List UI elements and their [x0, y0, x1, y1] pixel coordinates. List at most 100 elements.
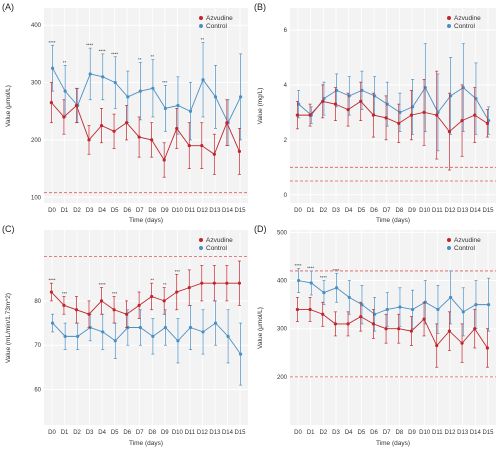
panel-c-azvudine-point — [162, 299, 166, 303]
panel-a-azvudine-point — [112, 129, 116, 133]
panel-d-x-tick-label: D1 — [307, 430, 315, 436]
panel-d-control-point — [322, 290, 326, 295]
panel-a-control-point — [239, 95, 243, 99]
panel-a-significance-label: *** — [162, 80, 168, 85]
panel-b-control-point — [487, 119, 491, 123]
panel-b-y-tick-label: 4 — [284, 83, 288, 89]
panel-a-significance-label: ** — [63, 60, 67, 65]
panel-c-azvudine-point — [74, 308, 79, 312]
panel-b-control-point — [373, 94, 377, 98]
panel-c-azvudine-point — [212, 281, 216, 285]
panel-b-legend-azvudine-marker — [447, 16, 451, 20]
panel-d-x-tick-label: D10 — [419, 430, 431, 436]
panel-a-y-axis-label: Value (μmol/L) — [5, 85, 12, 127]
panel-d-azvudine-point — [422, 317, 426, 321]
panel-b-control-point — [347, 94, 351, 98]
panel-c-legend: Azvudine Control — [199, 237, 233, 252]
panel-d-x-tick-label: D8 — [395, 430, 403, 436]
panel-a-x-tick-label: D9 — [161, 208, 169, 214]
panel-d-x-axis-label: Time (days) — [376, 440, 410, 447]
panel-d-control-line — [298, 280, 489, 315]
panel-d-azvudine-point — [359, 315, 363, 319]
panel-a-control-point — [101, 75, 105, 79]
panel-b-x-tick-label: D1 — [307, 208, 315, 214]
panel-c-y-axis-label: Value (mL/min/1.73m^2) — [5, 293, 12, 363]
panel-c-x-tick-label: D2 — [73, 430, 81, 436]
panel-c-legend-control-marker — [199, 246, 203, 250]
panel-a-azvudine-point — [237, 149, 241, 153]
panel-b-legend-control-marker — [447, 24, 451, 28]
panel-d-y-tick-label: 300 — [277, 327, 288, 333]
panel-a-x-tick-label: D12 — [197, 208, 209, 214]
panel-d-x-tick-label: D2 — [319, 430, 327, 436]
panel-c-x-axis-label: Time (days) — [129, 440, 163, 447]
panel-b-azvudine-point — [308, 113, 312, 117]
panel-d-azvudine-point — [447, 329, 451, 333]
panel-b-control-point — [423, 86, 427, 90]
panel-d-azvudine-line — [297, 308, 488, 349]
panel-b-y-tick-label: 6 — [284, 28, 288, 34]
panel-c-x-tick-label: D3 — [86, 430, 94, 436]
panel-a-x-tick-label: D1 — [61, 208, 69, 214]
panel-c-significance-label: *** — [112, 291, 118, 296]
panel-b-control-point — [436, 110, 440, 114]
panel-a-x-tick-label: D8 — [148, 208, 156, 214]
panel-a-azvudine-point — [137, 135, 141, 139]
panel-c-significance-label: ** — [151, 278, 155, 283]
panel-c-x-tick-label: D0 — [48, 430, 56, 436]
panel-a-azvudine-point — [225, 121, 229, 125]
panel-b-x-tick-label: D3 — [332, 208, 340, 214]
panel-a-control-point — [88, 72, 92, 76]
panel-b-azvudine-point — [333, 102, 337, 106]
panel-d-control-point — [449, 295, 453, 300]
panel-a-azvudine-point — [99, 123, 104, 128]
panel-c-x-tick-label: D12 — [197, 430, 209, 436]
panel-b-control-line — [298, 86, 489, 121]
panel-a-x-tick-label: D4 — [98, 208, 106, 214]
panel-a-azvudine-point — [125, 121, 129, 125]
panel-c-control-point — [176, 339, 180, 343]
panel-c-plot-area — [44, 230, 248, 425]
panel-c-control-point — [201, 330, 205, 334]
panel-a-control-point — [151, 86, 155, 90]
panel-d-legend-azvudine-marker — [447, 238, 451, 242]
panel-d-x-tick-label: D7 — [383, 430, 391, 436]
panel-d-y-tick-label: 400 — [277, 279, 288, 285]
panel-a-x-tick-label: D6 — [123, 208, 131, 214]
panel-a-significance-label: **** — [111, 51, 118, 56]
panel-b-azvudine-point — [473, 113, 477, 117]
panel-a-control-line — [52, 68, 242, 124]
panel-a-plot-area — [44, 8, 248, 203]
panel-d-control-point — [335, 286, 339, 290]
panel-a-significance-label: ** — [201, 37, 205, 42]
panel-a-x-tick-label: D11 — [185, 208, 196, 214]
panel-a-marks: *************************** — [44, 37, 248, 194]
panel-a-control-point — [188, 109, 193, 113]
panel-a-control-point — [213, 95, 218, 99]
panel-c-x-tick-label: D6 — [123, 430, 131, 436]
panel-b-x-tick-label: D5 — [357, 208, 365, 214]
panel-d-control-point — [487, 303, 491, 307]
panel-a-significance-label: ** — [151, 54, 155, 59]
panel-c-control-point — [113, 339, 117, 343]
panel-a-significance-label: **** — [99, 48, 106, 53]
panel-c-significance-label: **** — [99, 282, 106, 287]
panel-d-azvudine-point — [435, 343, 439, 348]
panel-d: (D) **** **** **** **** 200 300 400 500 D0 D1 D2… — [254, 224, 496, 447]
panel-d-x-ticks: D0 D1 D2 D3 D4 D5 D6 D7 D8 D9 D10 D11 D12 D13 D14 D15 — [294, 430, 494, 436]
panel-c-azvudine-point — [225, 281, 229, 285]
panel-c-control-point — [226, 334, 230, 338]
panel-d-plot-area — [290, 230, 496, 425]
panel-c-control-point — [188, 325, 193, 330]
panel-d-azvudine-point — [384, 327, 388, 331]
panel-d-control-point — [347, 295, 351, 300]
panel-a-control-point — [176, 103, 180, 108]
panel-b-x-tick-label: D10 — [419, 208, 431, 214]
panel-b-y-axis-label: Value (mg/L) — [257, 88, 264, 125]
panel-a-legend: Azvudine Control — [199, 15, 233, 30]
panel-c-grid — [44, 230, 248, 425]
panel-d-control-point — [373, 312, 377, 316]
panel-b-x-tick-label: D15 — [482, 208, 494, 214]
panel-c-control-point — [239, 352, 243, 356]
